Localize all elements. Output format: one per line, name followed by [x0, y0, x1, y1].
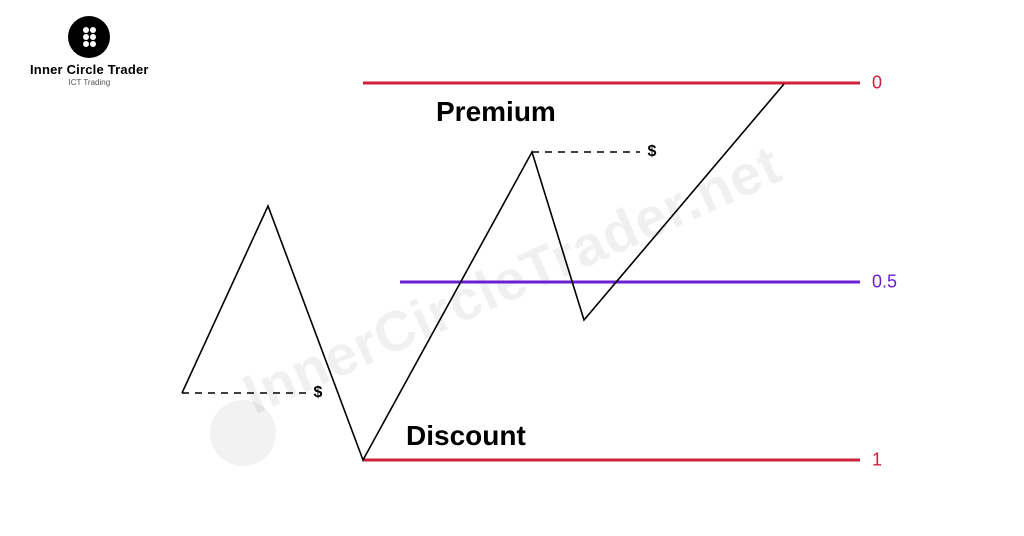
liquidity-symbol-1: $	[648, 143, 657, 161]
level-label-mid: 0.5	[872, 272, 897, 293]
price-path	[182, 84, 784, 460]
liquidity-symbol-0: $	[314, 384, 323, 402]
zone-label-discount: Discount	[406, 420, 526, 452]
level-label-one: 1	[872, 450, 882, 471]
liquidity-marks	[182, 152, 640, 393]
level-label-zero: 0	[872, 73, 882, 94]
diagram-canvas	[0, 0, 1024, 536]
zone-label-premium: Premium	[436, 96, 556, 128]
